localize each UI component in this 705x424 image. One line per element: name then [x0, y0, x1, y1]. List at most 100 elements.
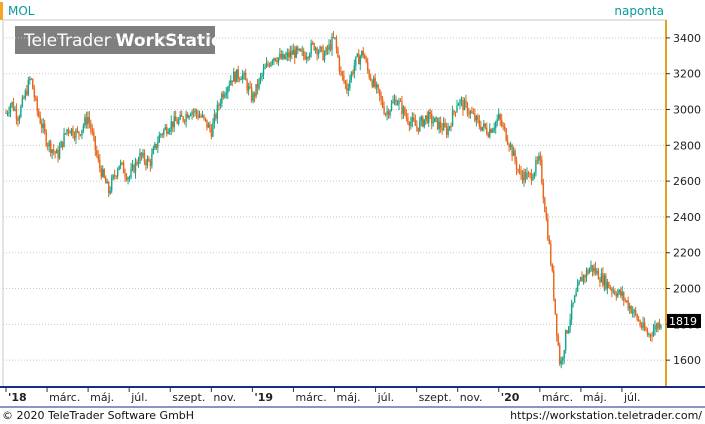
candle-body [524, 171, 527, 180]
candle-body [128, 176, 131, 178]
candle-body [626, 300, 628, 302]
candle-body [468, 113, 470, 115]
candle-body [243, 73, 245, 75]
candle-body [447, 128, 449, 135]
candle-body [280, 53, 283, 59]
candle-body [420, 116, 422, 121]
candle-body [514, 150, 516, 162]
candle-body [322, 47, 324, 60]
candle-body [497, 114, 500, 120]
x-tick-label: máj. [583, 391, 607, 404]
candle-body [115, 176, 117, 178]
candle-body [133, 164, 135, 173]
candle-body [368, 70, 370, 78]
candle-body [46, 144, 49, 147]
candle-body [161, 134, 163, 136]
candle-body [198, 116, 201, 118]
y-tick-label: 3000 [673, 104, 701, 117]
symbol-marker [0, 2, 3, 20]
candle-body [637, 319, 640, 321]
candle-body [472, 113, 475, 115]
candle-body [76, 130, 79, 132]
candle-body [218, 104, 220, 106]
candle-body [593, 267, 595, 272]
candle-body [506, 140, 509, 145]
candle-body [273, 58, 275, 61]
candle-body [390, 103, 393, 111]
candle-body [457, 103, 460, 106]
candle-body [502, 125, 504, 127]
candle-body [282, 54, 284, 59]
last-value-bg [667, 313, 701, 328]
candle-body [203, 115, 205, 118]
candle-body [221, 93, 223, 104]
candle-body [481, 126, 484, 131]
candle-body [305, 57, 308, 60]
candle-body [180, 114, 183, 117]
candle-body [658, 323, 661, 328]
candle-body [646, 330, 649, 335]
candle-body [51, 149, 53, 153]
candle-body [124, 173, 126, 177]
candle-body [314, 48, 317, 50]
y-tick-label: 2800 [673, 139, 701, 152]
candle-body [523, 171, 525, 182]
candle-body [599, 279, 601, 283]
footer-url[interactable]: https://workstation.teletrader.com/ [510, 409, 702, 422]
candle-body [355, 56, 357, 66]
candle-body [462, 99, 464, 111]
candle-body [594, 267, 597, 274]
candle-body [431, 113, 433, 124]
candle-body [122, 162, 125, 174]
candle-body [395, 99, 397, 105]
period-label[interactable]: naponta [614, 4, 664, 18]
candle-body [353, 65, 356, 74]
candle-body [520, 170, 522, 175]
candle-body [186, 113, 189, 118]
y-tick-label: 2400 [673, 211, 701, 224]
candle-body [408, 122, 411, 126]
candle-body [532, 177, 534, 181]
candle-body [511, 144, 513, 157]
x-tick-label: márc. [542, 391, 573, 404]
candle-body [44, 123, 46, 132]
candle-body [316, 48, 318, 55]
candle-body [346, 83, 348, 91]
candle-body [311, 42, 314, 44]
x-tick-label: júl. [130, 391, 148, 404]
candle-body [270, 62, 272, 67]
candle-body [547, 218, 549, 240]
candle-body [489, 129, 491, 137]
candle-body [255, 84, 257, 97]
y-tick-label: 2600 [673, 175, 701, 188]
candle-body [338, 57, 341, 72]
candle-body [445, 126, 448, 135]
candle-body [392, 101, 394, 104]
candle-body [201, 115, 204, 117]
candle-body [125, 176, 128, 180]
candle-body [94, 136, 97, 151]
candle-body [230, 80, 232, 86]
candle-body [544, 198, 546, 212]
candle-body [358, 54, 360, 65]
candle-body [611, 288, 613, 292]
candle-body [317, 51, 320, 55]
x-tick-label: '19 [254, 391, 273, 404]
candle-body [78, 131, 80, 135]
candle-body [428, 111, 430, 123]
candle-body [237, 69, 239, 79]
candle-body [423, 119, 425, 127]
x-tick-labels: '18 márc. máj. júl. szept. nov. '19 márc. máj. jú… [5, 387, 641, 404]
candle-body [81, 129, 83, 136]
x-tick-label: márc. [295, 391, 326, 404]
candle-body [246, 80, 248, 91]
candle-body [478, 120, 481, 127]
candle-body [548, 239, 551, 244]
x-tick-label: márc. [49, 391, 80, 404]
candle-body [103, 169, 105, 178]
candle-body [334, 37, 336, 39]
candle-body [241, 74, 244, 80]
candle-body [52, 149, 55, 152]
candle-body [340, 71, 342, 73]
candle-body [292, 49, 294, 55]
